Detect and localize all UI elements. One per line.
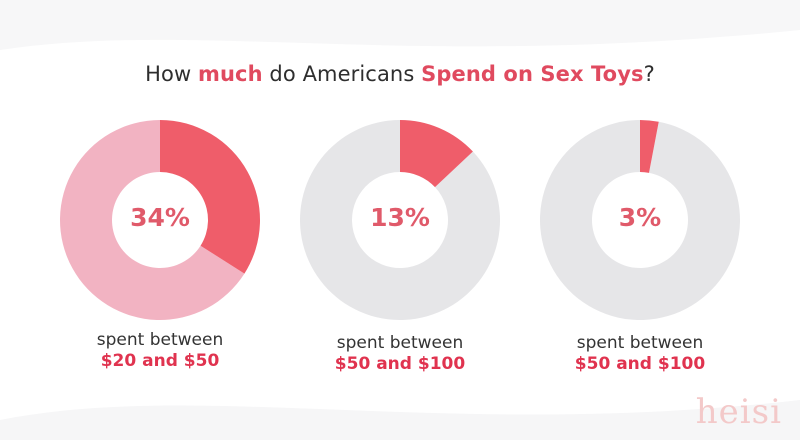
donut-2-percent-label: 13% <box>370 203 430 232</box>
caption-3-line2: $50 and $100 <box>574 354 706 374</box>
donut-2-remainder-slice <box>300 120 500 320</box>
donut-2-value-slice <box>400 120 473 188</box>
title-pre: How <box>145 62 199 86</box>
donut-1-remainder-slice <box>59 120 245 320</box>
caption-1-line2: $20 and $50 <box>100 351 220 371</box>
donut-1-value-slice <box>160 120 260 274</box>
donut-chart-1: 34% <box>59 120 260 320</box>
donut-3-remainder-slice <box>540 120 740 320</box>
caption-2-line1: spent between <box>336 333 464 353</box>
title-mid: do Americans <box>262 62 422 86</box>
caption-1-line1: spent between <box>96 330 224 350</box>
donut-3-value-slice <box>640 120 659 173</box>
title-highlight-much: much <box>198 62 263 86</box>
donut-chart-2: 13% <box>300 120 500 320</box>
donut-3-percent-label: 3% <box>618 203 662 232</box>
donut-1-svg <box>59 120 260 320</box>
donut-2-svg <box>300 120 500 320</box>
caption-2-line2: $50 and $100 <box>334 354 466 374</box>
watermark-text: heisi <box>695 392 782 432</box>
title-end: ? <box>643 62 655 86</box>
title-highlight-spend: Spend on Sex Toys <box>421 62 644 86</box>
donut-1-percent-label: 34% <box>130 203 190 232</box>
caption-3-line1: spent between <box>576 333 704 353</box>
donut-chart-3: 3% <box>540 120 740 320</box>
donut-3-svg <box>540 120 740 320</box>
chart-title: How much do Americans Spend on Sex Toys? <box>0 62 800 86</box>
